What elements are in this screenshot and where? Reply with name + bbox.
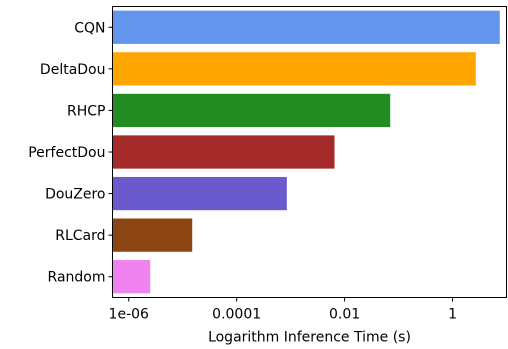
y-tick-label-random: Random <box>48 270 106 286</box>
x-tick-label: 1 <box>448 307 457 323</box>
x-tick-label: 1e-06 <box>109 307 149 323</box>
bar-rhcp <box>112 93 391 128</box>
bars-group <box>112 10 500 294</box>
y-tick-label-cqn: CQN <box>74 20 105 36</box>
y-tick-label-douzero: DouZero <box>45 187 105 203</box>
y-tick-label-rlcard: RLCard <box>55 228 105 244</box>
x-axis-ticks: 1e-06 0.0001 0.01 1 <box>109 297 457 323</box>
x-tick-label: 0.0001 <box>212 307 261 323</box>
x-axis-title: Logarithm Inference Time (s) <box>208 330 411 346</box>
bar-cqn <box>112 10 500 44</box>
y-axis-ticks: CQN DeltaDou RHCP PerfectDou DouZero RLCard Ra… <box>28 20 113 286</box>
bar-perfectdou <box>112 135 335 169</box>
plot-frame <box>112 6 507 298</box>
bar-deltadou <box>112 52 476 86</box>
bar-rlcard <box>112 218 193 252</box>
y-tick-label-perfectdou: PerfectDou <box>28 145 105 161</box>
y-tick-label-rhcp: RHCP <box>67 103 105 119</box>
x-tick-label: 0.01 <box>329 307 360 323</box>
y-tick-label-deltadou: DeltaDou <box>40 62 106 78</box>
bar-douzero <box>112 176 287 211</box>
bar-random <box>112 260 151 294</box>
